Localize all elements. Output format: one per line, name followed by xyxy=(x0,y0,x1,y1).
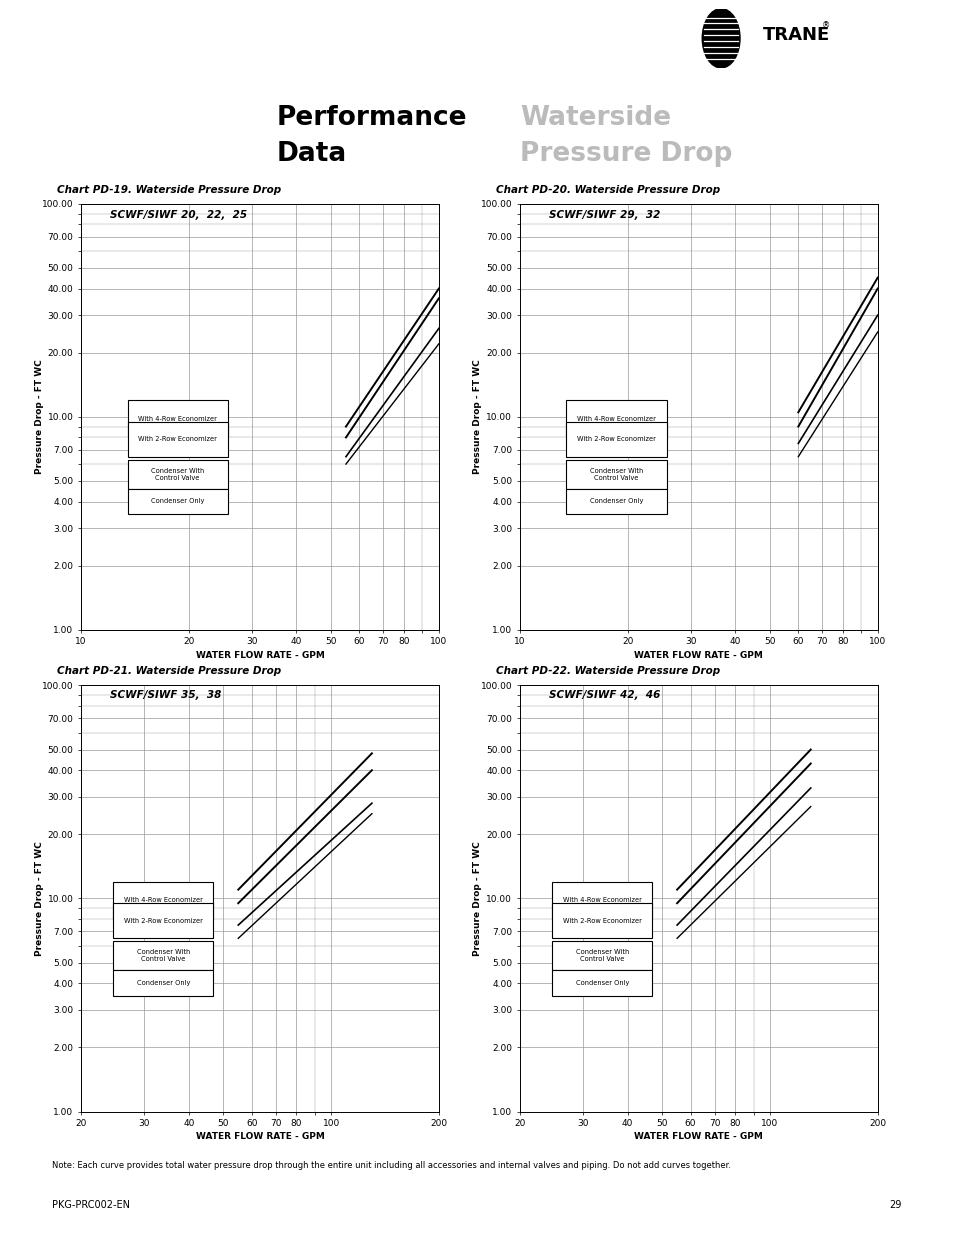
FancyBboxPatch shape xyxy=(128,400,228,437)
FancyBboxPatch shape xyxy=(552,941,652,971)
Text: Chart PD-20. Waterside Pressure Drop: Chart PD-20. Waterside Pressure Drop xyxy=(496,185,720,195)
Text: SCWF/SIWF 20,  22,  25: SCWF/SIWF 20, 22, 25 xyxy=(110,210,247,220)
FancyBboxPatch shape xyxy=(566,459,666,489)
FancyBboxPatch shape xyxy=(113,882,213,919)
Text: Condenser Only: Condenser Only xyxy=(136,979,190,986)
Text: With 2-Row Economizer: With 2-Row Economizer xyxy=(577,436,656,442)
Text: 29: 29 xyxy=(888,1200,901,1210)
FancyBboxPatch shape xyxy=(552,882,652,919)
Text: With 2-Row Economizer: With 2-Row Economizer xyxy=(138,436,217,442)
FancyBboxPatch shape xyxy=(113,903,213,939)
X-axis label: WATER FLOW RATE - GPM: WATER FLOW RATE - GPM xyxy=(195,1132,324,1141)
Text: Condenser With
Control Valve: Condenser With Control Valve xyxy=(136,950,190,962)
FancyBboxPatch shape xyxy=(128,459,228,489)
Text: Chart PD-19. Waterside Pressure Drop: Chart PD-19. Waterside Pressure Drop xyxy=(57,185,281,195)
Text: SCWF/SIWF 35,  38: SCWF/SIWF 35, 38 xyxy=(110,690,221,700)
Y-axis label: Pressure Drop - FT WC: Pressure Drop - FT WC xyxy=(34,359,44,474)
Text: Data: Data xyxy=(276,141,347,167)
Text: With 4-Row Economizer: With 4-Row Economizer xyxy=(138,416,217,421)
Ellipse shape xyxy=(701,9,740,68)
Text: Condenser Only: Condenser Only xyxy=(575,979,628,986)
Text: SCWF/SIWF 42,  46: SCWF/SIWF 42, 46 xyxy=(548,690,659,700)
Text: PKG-PRC002-EN: PKG-PRC002-EN xyxy=(52,1200,131,1210)
X-axis label: WATER FLOW RATE - GPM: WATER FLOW RATE - GPM xyxy=(195,651,324,659)
FancyBboxPatch shape xyxy=(552,903,652,939)
Y-axis label: Pressure Drop - FT WC: Pressure Drop - FT WC xyxy=(473,841,482,956)
Text: Pressure Drop: Pressure Drop xyxy=(519,141,732,167)
FancyBboxPatch shape xyxy=(113,971,213,995)
Text: Condenser Only: Condenser Only xyxy=(589,498,642,504)
FancyBboxPatch shape xyxy=(566,421,666,457)
FancyBboxPatch shape xyxy=(566,489,666,514)
Y-axis label: Pressure Drop - FT WC: Pressure Drop - FT WC xyxy=(34,841,44,956)
Text: With 2-Row Economizer: With 2-Row Economizer xyxy=(562,918,641,924)
Text: Condenser Only: Condenser Only xyxy=(151,498,204,504)
Text: Note: Each curve provides total water pressure drop through the entire unit incl: Note: Each curve provides total water pr… xyxy=(52,1161,731,1170)
Text: Condenser With
Control Valve: Condenser With Control Valve xyxy=(151,468,204,480)
X-axis label: WATER FLOW RATE - GPM: WATER FLOW RATE - GPM xyxy=(634,1132,762,1141)
Text: Condenser With
Control Valve: Condenser With Control Valve xyxy=(575,950,628,962)
Text: Condenser With
Control Valve: Condenser With Control Valve xyxy=(589,468,642,480)
Text: Waterside: Waterside xyxy=(519,105,670,131)
FancyBboxPatch shape xyxy=(128,421,228,457)
Text: With 4-Row Economizer: With 4-Row Economizer xyxy=(124,898,203,903)
FancyBboxPatch shape xyxy=(552,971,652,995)
FancyBboxPatch shape xyxy=(566,400,666,437)
Text: Chart PD-22. Waterside Pressure Drop: Chart PD-22. Waterside Pressure Drop xyxy=(496,666,720,676)
FancyBboxPatch shape xyxy=(113,941,213,971)
Text: SCWF/SIWF 29,  32: SCWF/SIWF 29, 32 xyxy=(548,210,659,220)
Y-axis label: Pressure Drop - FT WC: Pressure Drop - FT WC xyxy=(473,359,482,474)
Text: With 4-Row Economizer: With 4-Row Economizer xyxy=(577,416,656,421)
FancyBboxPatch shape xyxy=(128,489,228,514)
Text: With 2-Row Economizer: With 2-Row Economizer xyxy=(124,918,203,924)
Text: TRANE: TRANE xyxy=(762,26,829,43)
Text: ®: ® xyxy=(821,21,830,31)
Text: With 4-Row Economizer: With 4-Row Economizer xyxy=(562,898,641,903)
Text: Performance: Performance xyxy=(276,105,467,131)
X-axis label: WATER FLOW RATE - GPM: WATER FLOW RATE - GPM xyxy=(634,651,762,659)
Text: Chart PD-21. Waterside Pressure Drop: Chart PD-21. Waterside Pressure Drop xyxy=(57,666,281,676)
